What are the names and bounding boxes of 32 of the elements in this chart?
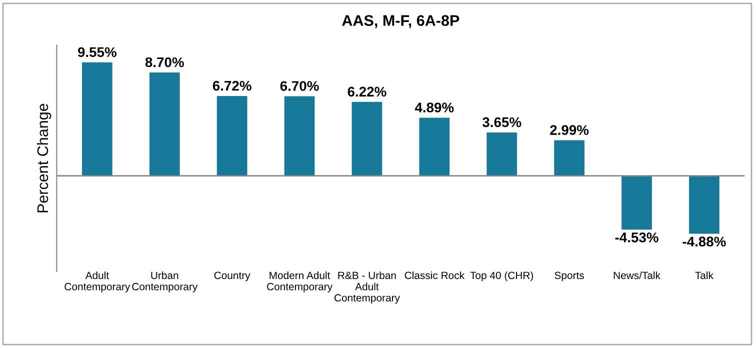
data-label: 9.55%: [78, 47, 116, 58]
bar: [486, 132, 518, 176]
bar: [284, 96, 315, 176]
data-label: 4.89%: [414, 102, 454, 112]
data-label: -4.88%: [682, 236, 726, 247]
bar: [554, 140, 584, 176]
bar: [689, 176, 720, 234]
bar: [419, 118, 450, 176]
chart-title: AAS, M-F, 6A-8P: [342, 15, 460, 28]
data-label: -4.53%: [615, 232, 658, 242]
bar: [216, 96, 248, 176]
x-tick-label: Adult Contemporary: [64, 271, 130, 292]
y-axis-title: Percent Change: [36, 104, 52, 212]
data-label: 6.22%: [348, 86, 386, 97]
bar: [149, 72, 180, 176]
data-label: 2.99%: [550, 125, 589, 135]
x-tick-label: Classic Rock: [404, 271, 465, 280]
bar: [82, 62, 112, 176]
x-tick-label: Talk: [695, 271, 714, 280]
data-label: 6.70%: [280, 81, 319, 91]
x-tick-label: Urban Contemporary: [132, 271, 198, 292]
x-tick-label: R&B - Urban Adult Contemporary: [334, 271, 400, 304]
x-tick-label: Top 40 (CHR): [470, 271, 534, 282]
x-tick-label: Modern Adult Contemporary: [267, 271, 332, 292]
data-label: 6.72%: [212, 80, 252, 91]
data-label: 3.65%: [482, 117, 522, 128]
x-tick-label: Sports: [554, 272, 584, 282]
x-tick-label: News/Talk: [614, 271, 660, 280]
bar: [352, 102, 382, 176]
data-label: 8.70%: [145, 57, 184, 68]
bar: [622, 176, 652, 230]
x-tick-label: Country: [214, 272, 250, 282]
